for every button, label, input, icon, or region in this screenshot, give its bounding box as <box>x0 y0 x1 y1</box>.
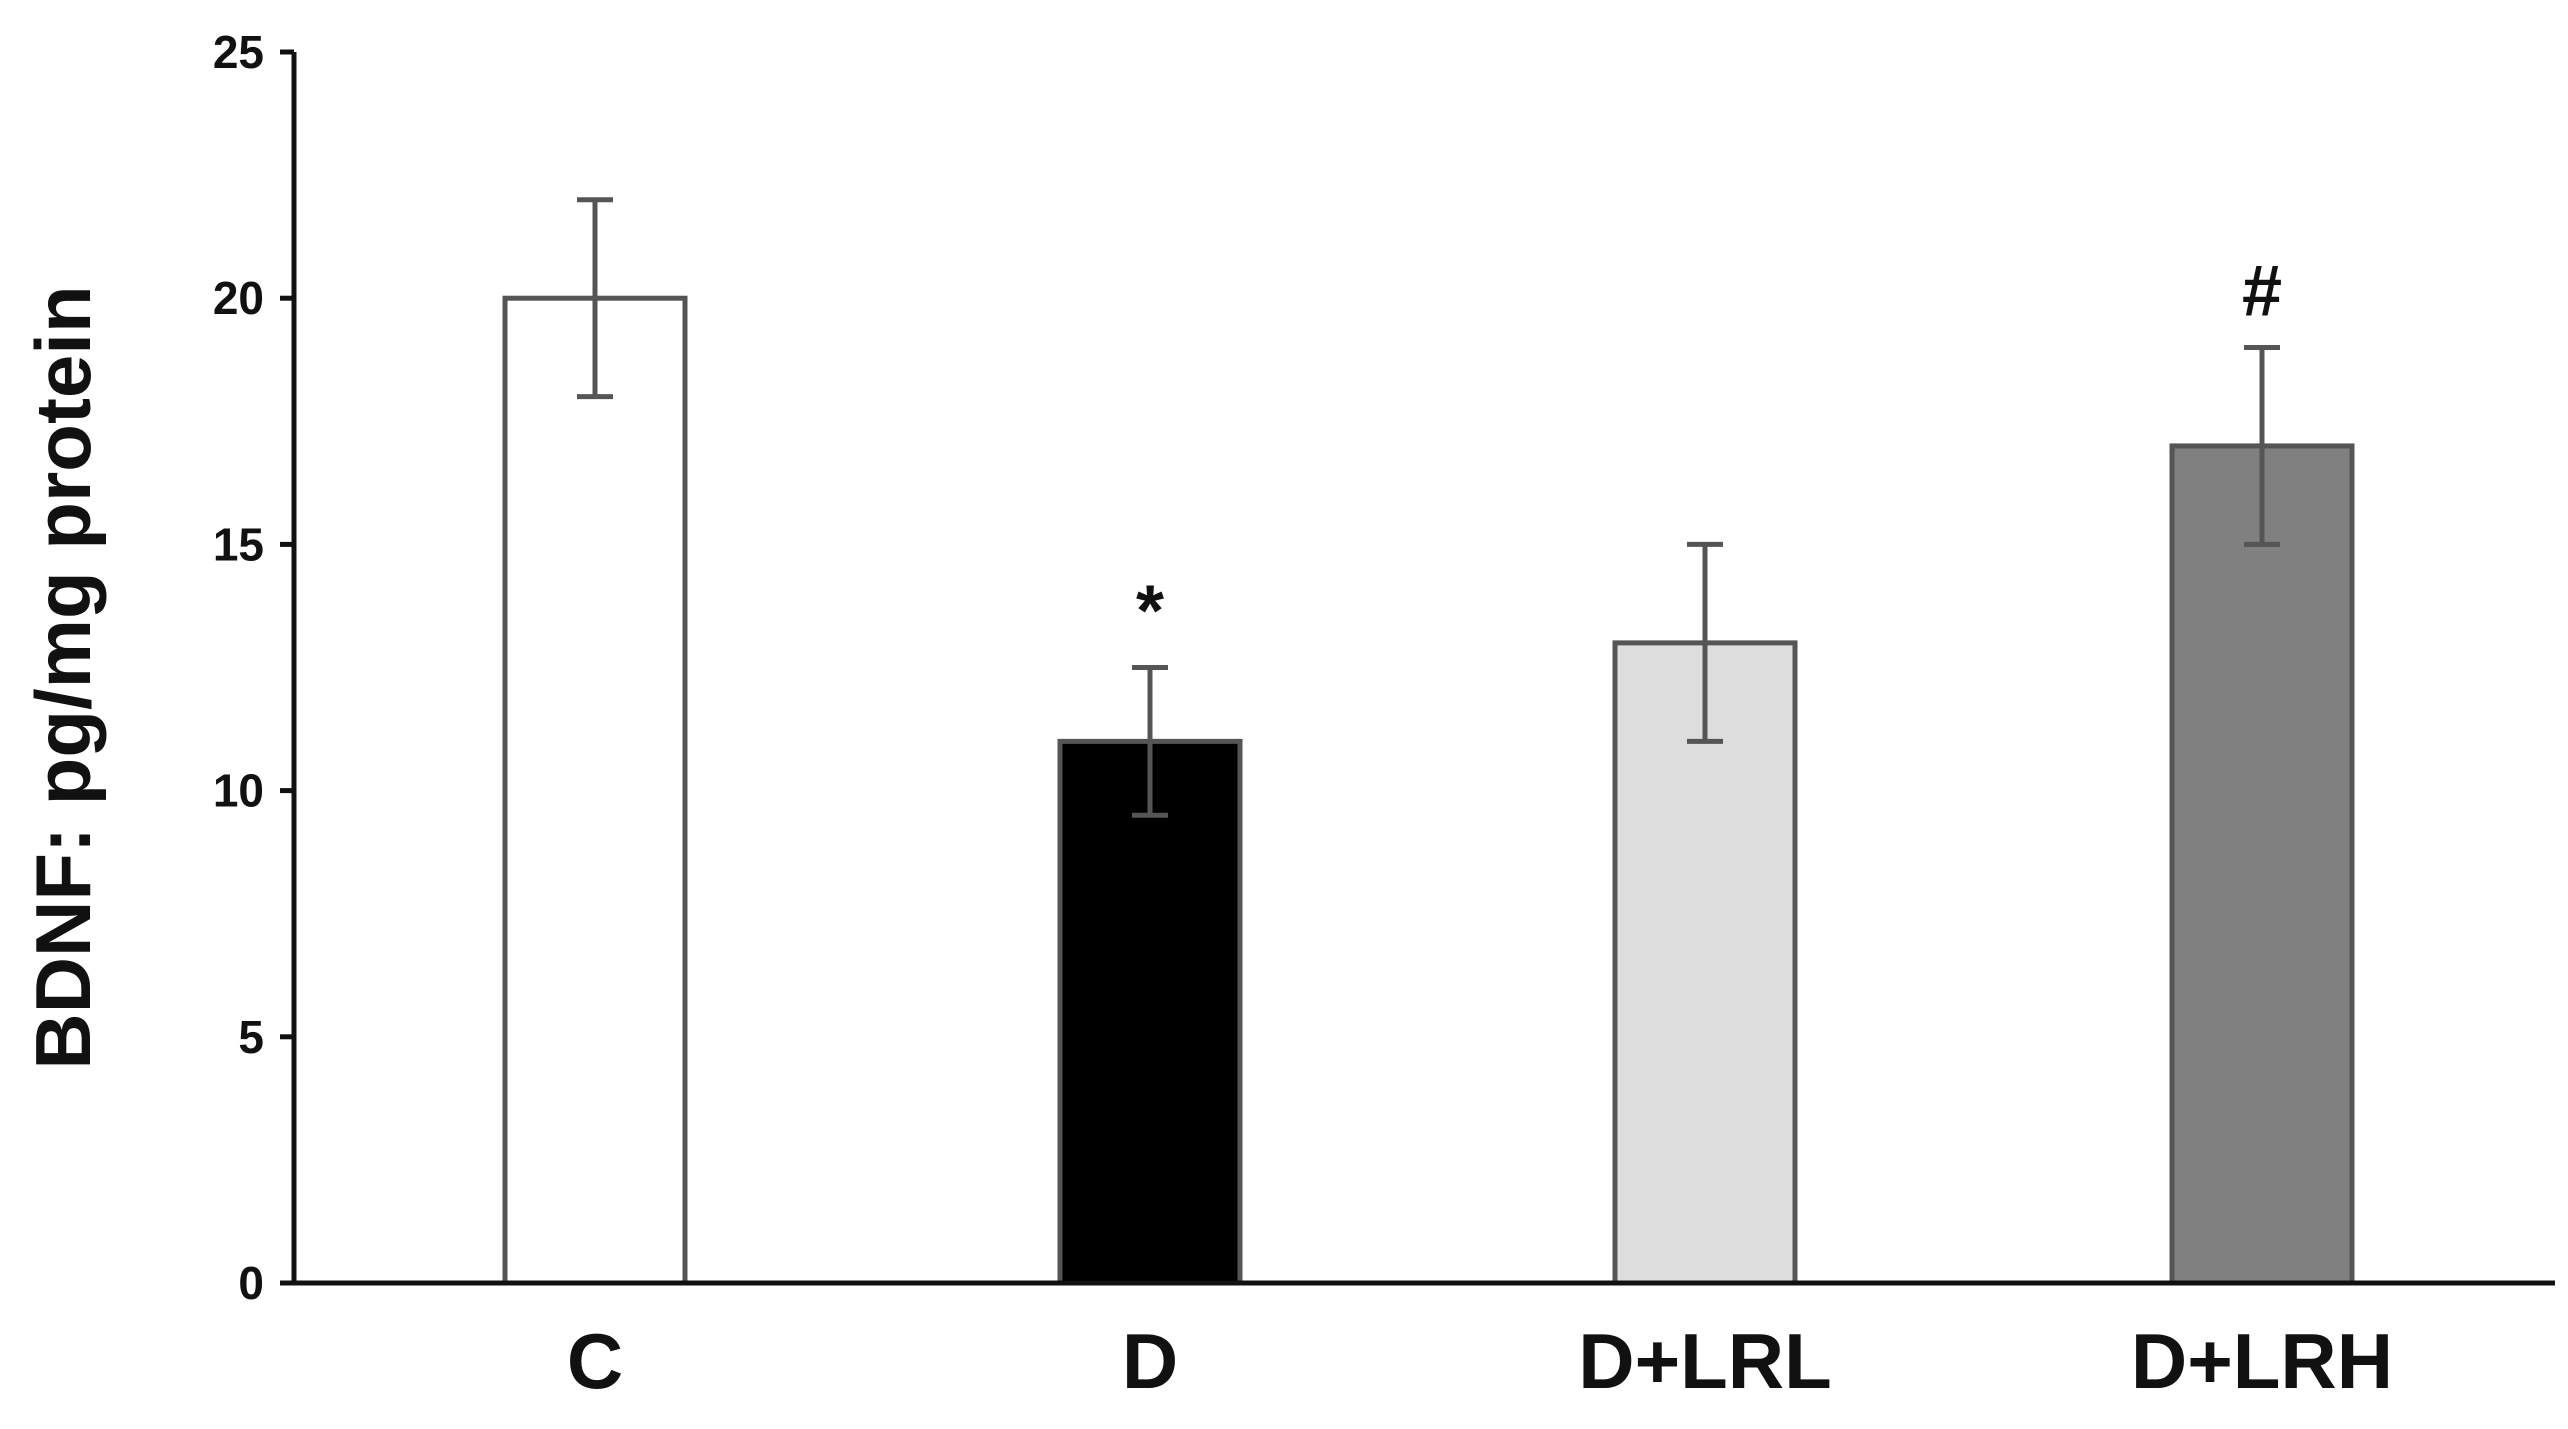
y-tick-label: 10 <box>213 765 264 817</box>
x-tick-label: D+LRH <box>2131 1317 2393 1405</box>
significance-marker: # <box>2242 251 2282 331</box>
x-axis-tick-labels: C D D+LRL D+LRH <box>567 1317 2393 1405</box>
x-tick-label: C <box>567 1317 623 1405</box>
y-tick-label: 15 <box>213 518 264 570</box>
error-bars <box>577 197 2280 818</box>
y-tick-label: 25 <box>213 26 264 78</box>
y-tick-label: 20 <box>213 272 264 324</box>
bars <box>502 295 2355 1286</box>
y-tick-label: 0 <box>238 1257 264 1309</box>
x-tick-label: D+LRL <box>1578 1317 1832 1405</box>
significance-annotations: *# <box>1136 251 2282 651</box>
y-axis-label: BDNF: pg/mg protein <box>19 285 107 1069</box>
y-axis-label-group: BDNF: pg/mg protein <box>19 285 107 1069</box>
y-tick-label: 5 <box>238 1011 264 1063</box>
bar-d <box>1057 738 1243 1286</box>
bar-d-lrh <box>2169 443 2355 1286</box>
axes <box>280 52 2555 1286</box>
significance-marker: * <box>1136 572 1164 652</box>
bar-c <box>502 295 688 1286</box>
x-tick-label: D <box>1122 1317 1178 1405</box>
y-axis-ticks: 0 5 10 15 20 25 <box>213 26 294 1309</box>
